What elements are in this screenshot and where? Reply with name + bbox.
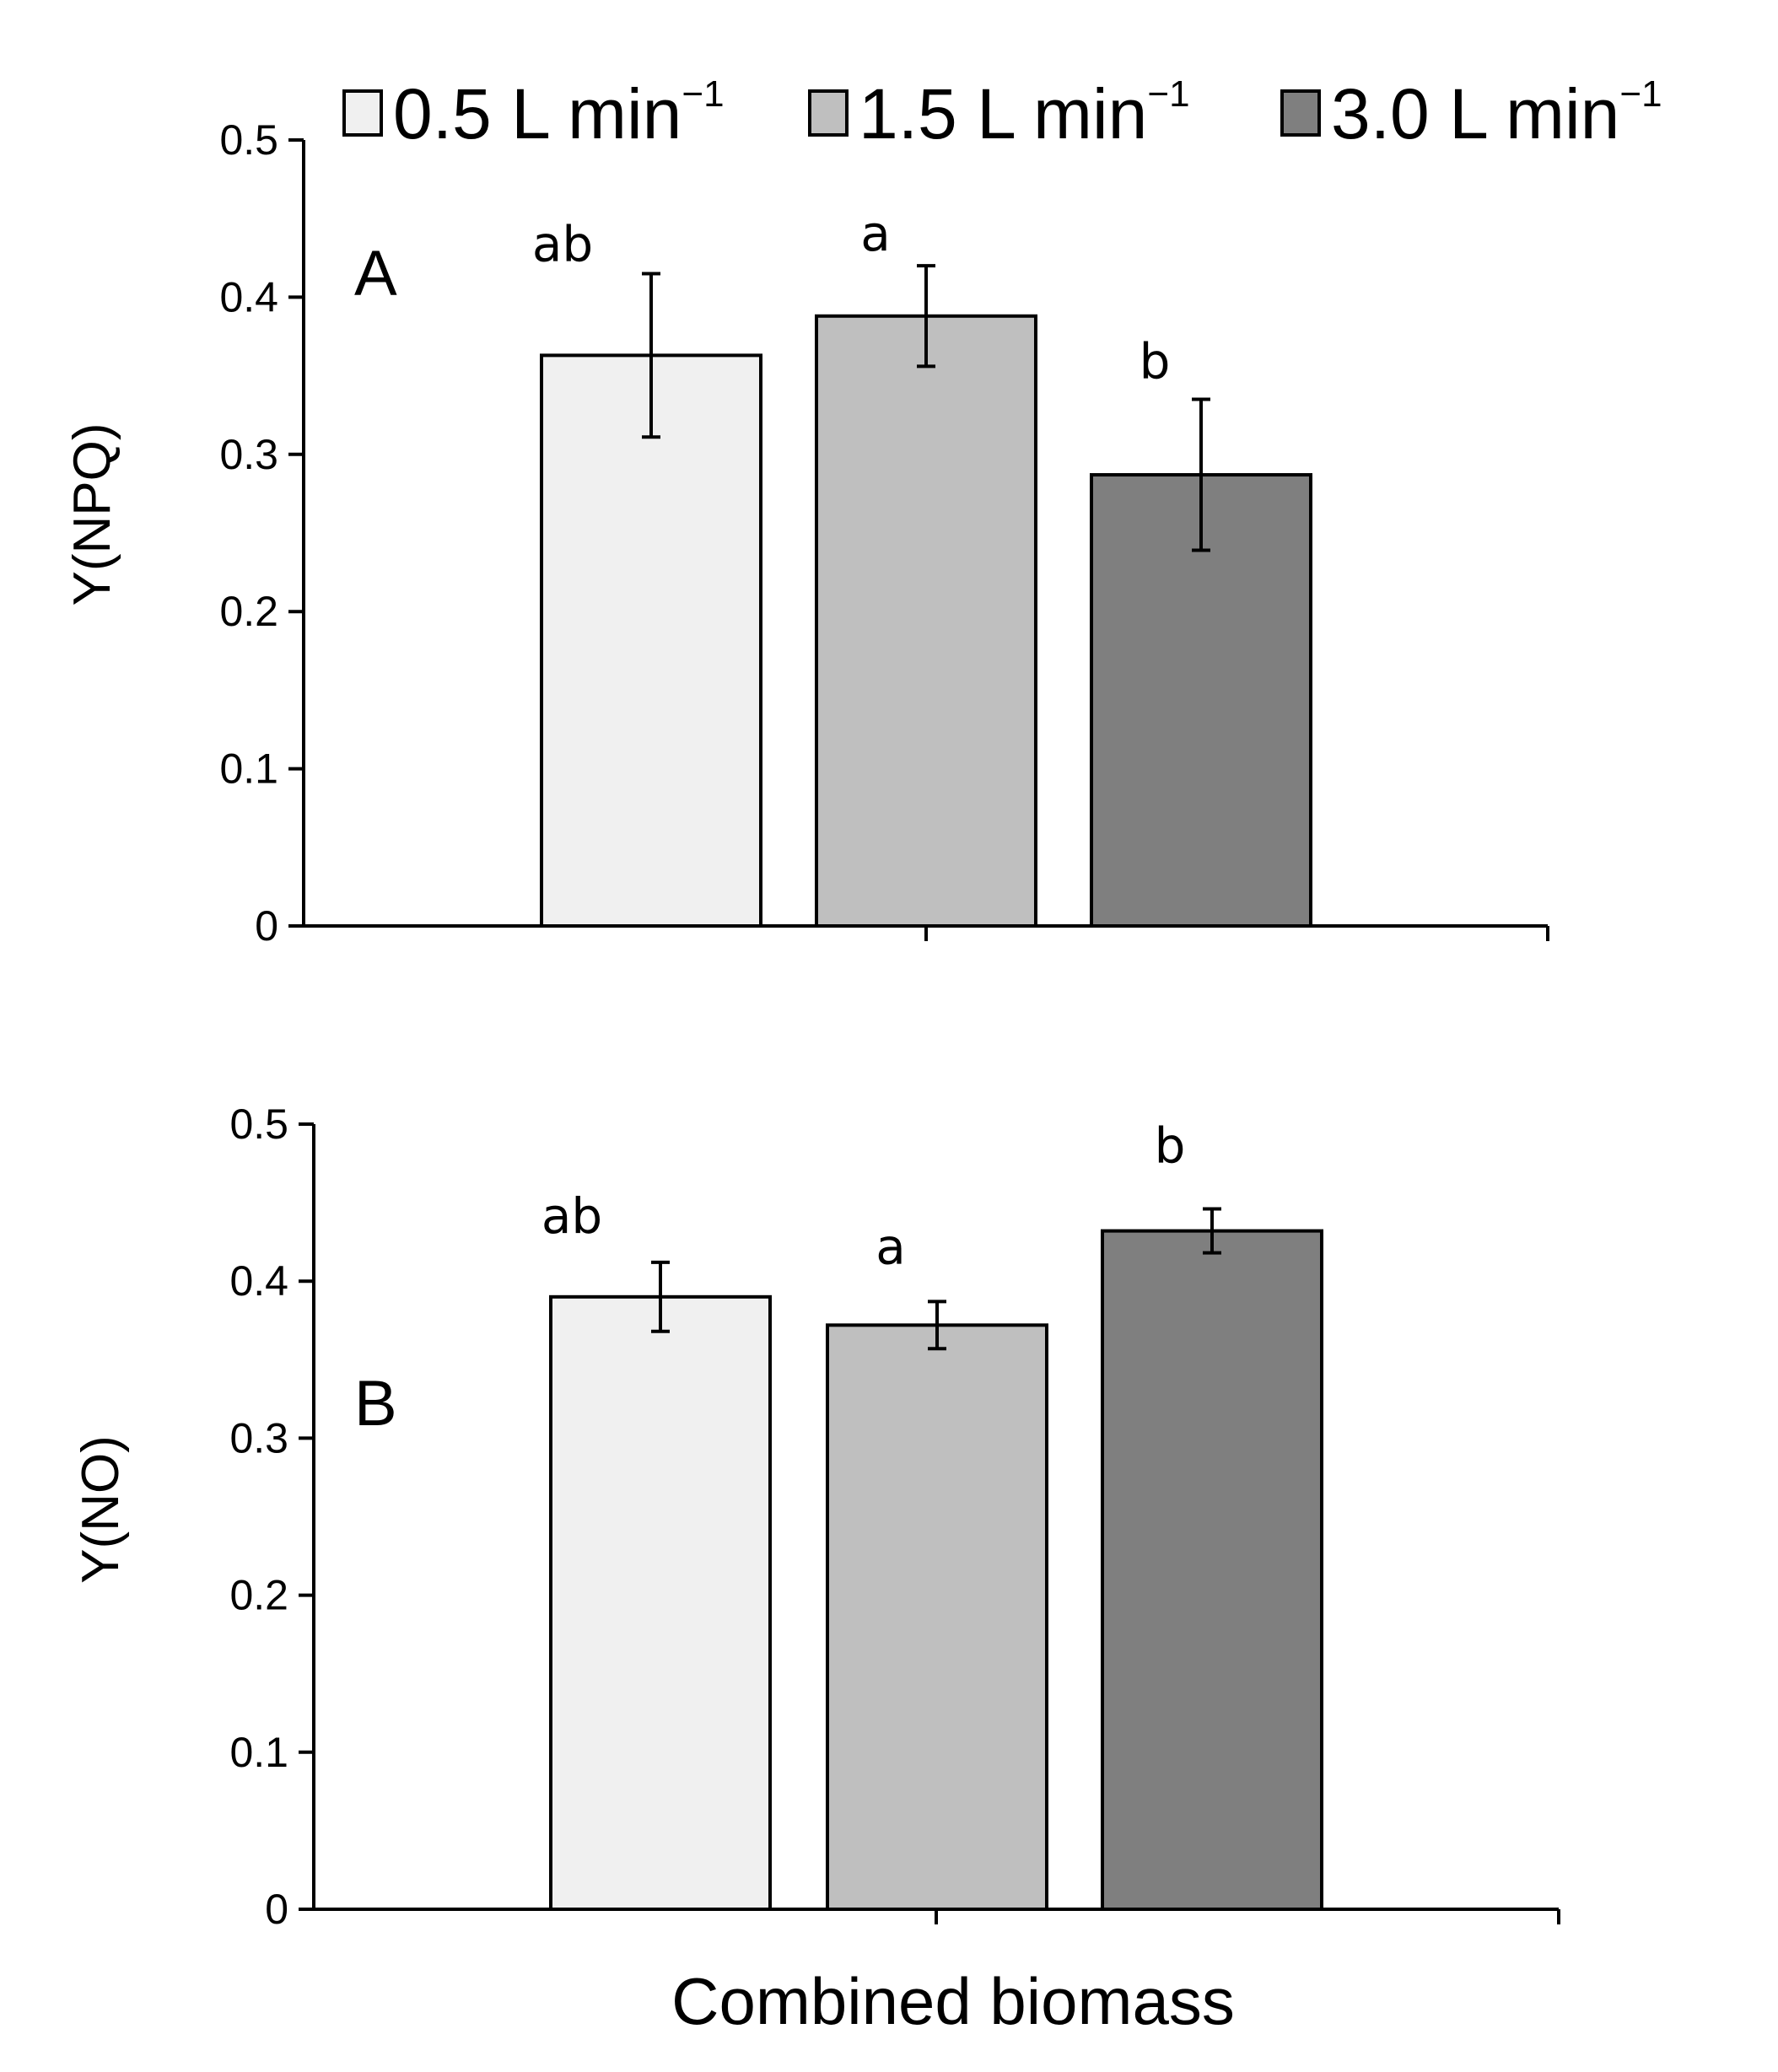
significance-letter: ab	[532, 215, 593, 272]
y-tick-label: 0.3	[219, 431, 278, 478]
significance-letter: b	[1140, 333, 1171, 390]
legend-swatch-2	[808, 89, 849, 137]
legend-swatch-3	[1280, 89, 1321, 137]
legend-label-superscript: −1	[1147, 73, 1189, 115]
legend-label-superscript: −1	[1619, 73, 1662, 115]
significance-letter: b	[1155, 1117, 1186, 1175]
panel-a-chart: 00.10.20.30.40.5Y(NPQ)A ab ab	[63, 116, 1549, 950]
legend-swatch-1	[342, 89, 383, 137]
significance-letter: a	[876, 1218, 906, 1275]
y-tick-label: 0.1	[219, 745, 278, 793]
bar-1	[540, 353, 762, 928]
panel-letter: B	[354, 1368, 397, 1440]
x-axis-title: Combined biomass	[671, 1964, 1235, 2038]
legend-label-2: 1.5 L min−1	[859, 73, 1190, 153]
y-tick-label: 0.5	[229, 1101, 288, 1148]
y-tick-label: 0.2	[219, 588, 278, 635]
y-tick-label: 0	[255, 902, 278, 950]
legend-label-1: 0.5 L min−1	[393, 73, 725, 153]
bar-2	[815, 314, 1037, 928]
y-tick-label: 0.4	[229, 1257, 288, 1305]
y-tick-label: 0.1	[229, 1729, 288, 1776]
y-tick-label: 0.4	[219, 273, 278, 320]
y-axis-title: Y(NPQ)	[63, 423, 121, 606]
legend: 0.5 L min−1 1.5 L min−1 3.0 L min−1	[342, 73, 1662, 153]
legend-label-superscript: −1	[682, 73, 724, 115]
bar-2	[826, 1323, 1048, 1912]
y-tick-label: 0.5	[219, 116, 278, 164]
significance-letter: ab	[541, 1187, 602, 1245]
bar-3	[1101, 1229, 1323, 1911]
y-tick-label: 0.2	[229, 1572, 288, 1619]
panel-letter: A	[354, 238, 397, 309]
legend-label-3: 3.0 L min−1	[1331, 73, 1662, 153]
y-tick-label: 0	[265, 1886, 288, 1933]
y-axis-title: Y(NO)	[72, 1435, 130, 1584]
bar-1	[549, 1294, 772, 1911]
y-tick-label: 0.3	[229, 1414, 288, 1461]
significance-letter: a	[860, 205, 891, 262]
